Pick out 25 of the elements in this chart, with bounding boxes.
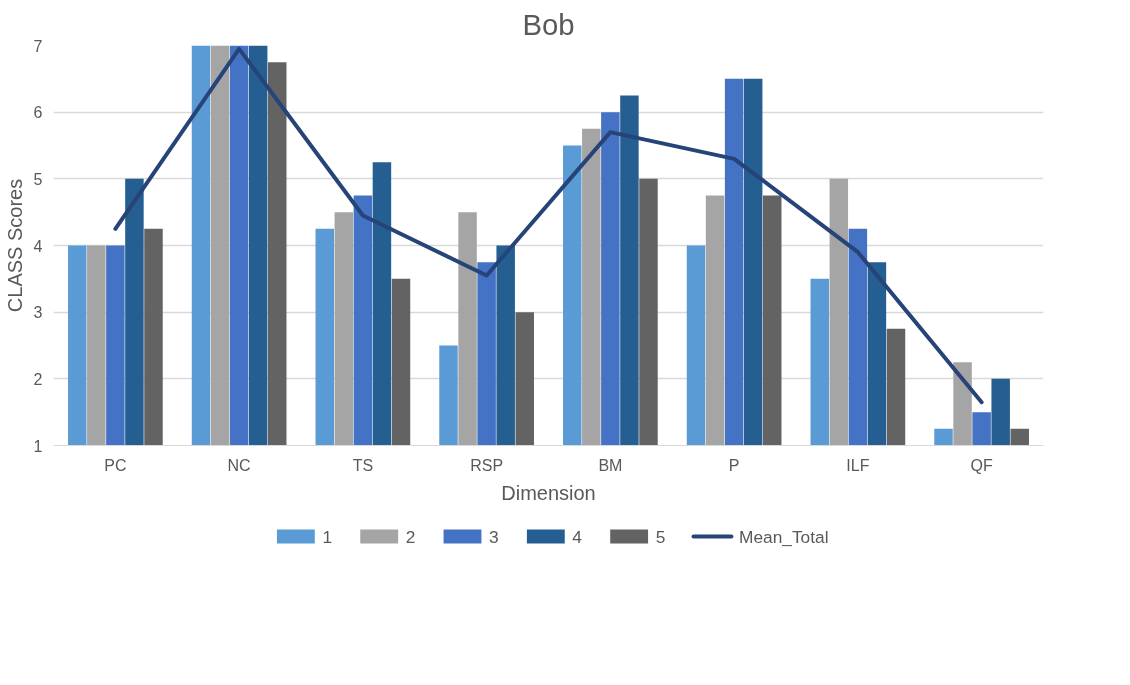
y-tick-label: 4: [33, 237, 43, 255]
y-tick-label: 2: [33, 370, 43, 388]
y-axis-title: CLASS Scores: [3, 178, 26, 313]
y-tick-label: 5: [33, 170, 43, 188]
legend-label: 1: [322, 526, 333, 547]
legend-label: 2: [405, 526, 416, 547]
x-tick-label: NC: [227, 456, 251, 474]
y-tick-label: 7: [33, 37, 43, 55]
line-series: [113, 46, 984, 405]
x-tick-label: P: [728, 456, 740, 474]
y-tick-label: 6: [33, 104, 43, 122]
x-axis-title: Dimension: [501, 481, 596, 504]
legend-label: 4: [572, 526, 583, 547]
x-tick-label: ILF: [846, 456, 870, 474]
x-tick-label: TS: [352, 456, 374, 474]
legend-label: 3: [489, 526, 499, 547]
x-tick-label: RSP: [470, 456, 504, 474]
y-tick-label: 1: [33, 437, 43, 455]
legend-label: 5: [655, 526, 666, 547]
chart-title: Bob: [522, 7, 575, 41]
x-tick-label: QF: [970, 456, 993, 474]
y-tick-label: 3: [33, 304, 43, 322]
x-tick-label: PC: [104, 456, 127, 474]
x-tick-label: BM: [598, 456, 623, 474]
legend-label: Mean_Total: [738, 526, 829, 547]
